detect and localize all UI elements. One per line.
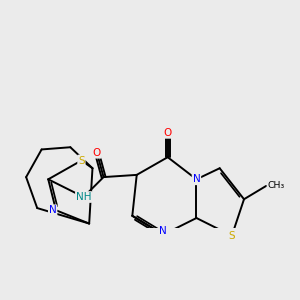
Text: S: S: [229, 231, 235, 241]
Text: CH₃: CH₃: [268, 182, 285, 190]
Text: NH: NH: [76, 192, 92, 202]
Text: O: O: [93, 148, 101, 158]
Text: S: S: [78, 155, 85, 166]
Text: N: N: [193, 174, 200, 184]
Text: O: O: [164, 128, 172, 138]
Text: N: N: [49, 205, 56, 215]
Text: N: N: [159, 226, 167, 236]
